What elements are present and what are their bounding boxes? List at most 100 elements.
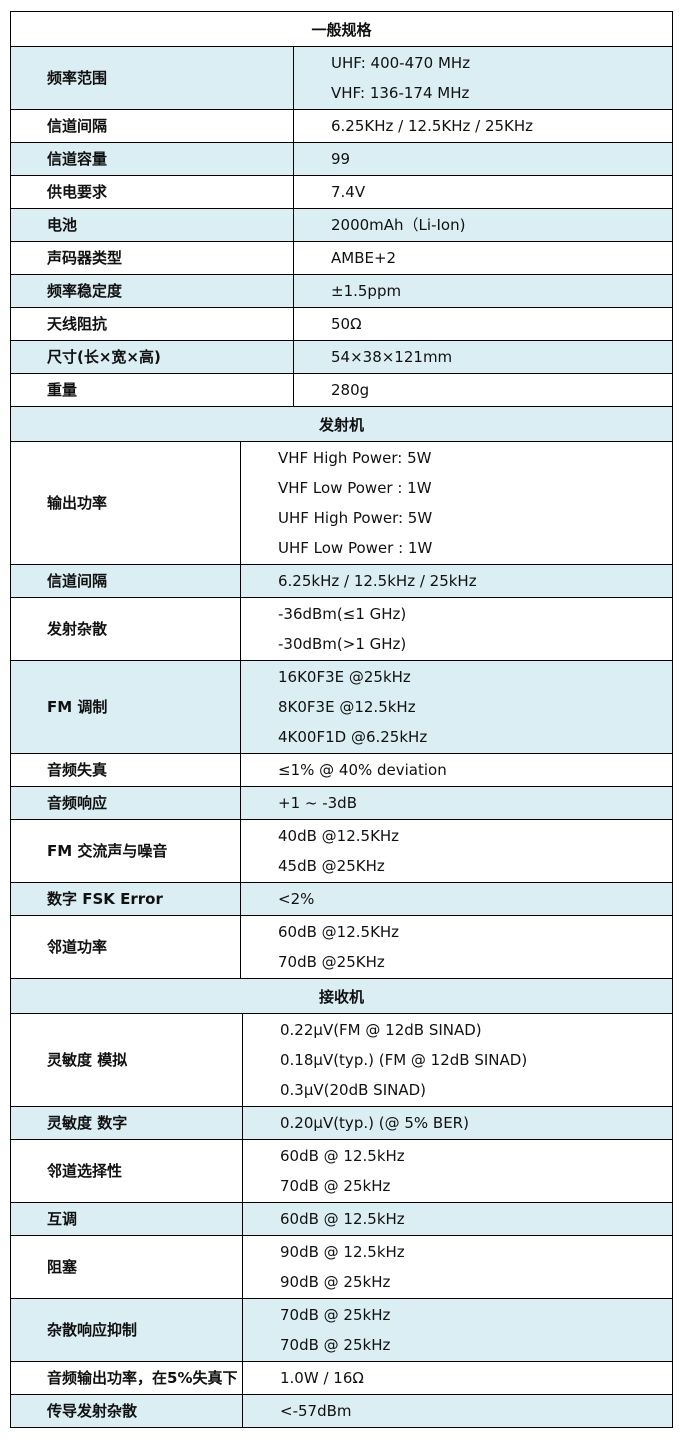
table-row: 频率范围 UHF: 400-470 MHz VHF: 136-174 MHz bbox=[10, 46, 673, 110]
spec-value-line: 45dB @25KHz bbox=[278, 857, 385, 875]
spec-value-line: 54×38×121mm bbox=[331, 348, 453, 366]
spec-value: 0.20μV(typ.) (@ 5% BER) bbox=[242, 1106, 673, 1140]
spec-value: 0.22μV(FM @ 12dB SINAD) 0.18μV(typ.) (FM … bbox=[242, 1013, 673, 1107]
spec-value-line: VHF: 136-174 MHz bbox=[331, 84, 470, 102]
table-row: 频率稳定度 ±1.5ppm bbox=[10, 274, 673, 308]
table-row: FM 调制 16K0F3E @25kHz 8K0F3E @12.5kHz 4K00F1… bbox=[10, 660, 673, 754]
spec-value: 7.4V bbox=[293, 175, 673, 209]
spec-value-line: +1 ~ -3dB bbox=[278, 794, 357, 812]
spec-value-line: 8K0F3E @12.5kHz bbox=[278, 698, 416, 716]
spec-label: 音频输出功率，在5%失真下 bbox=[10, 1361, 243, 1395]
spec-label: 信道间隔 bbox=[10, 109, 294, 143]
spec-value: 2000mAh（Li-Ion) bbox=[293, 208, 673, 242]
table-row: 互调 60dB @ 12.5kHz bbox=[10, 1202, 673, 1236]
spec-label: 信道容量 bbox=[10, 142, 294, 176]
section-header-row: 一般规格 bbox=[10, 11, 673, 47]
spec-label: 数字 FSK Error bbox=[10, 882, 241, 916]
spec-table-section: 一般规格 频率范围 UHF: 400-470 MHz VHF: 136-174 MHz… bbox=[10, 11, 673, 407]
spec-value-line: 0.22μV(FM @ 12dB SINAD) bbox=[280, 1021, 482, 1039]
table-row: 杂散响应抑制 70dB @ 25kHz 70dB @ 25kHz bbox=[10, 1298, 673, 1362]
spec-value-line: 2000mAh（Li-Ion) bbox=[331, 216, 466, 234]
table-row: 灵敏度 数字 0.20μV(typ.) (@ 5% BER) bbox=[10, 1106, 673, 1140]
spec-value-line: UHF Low Power : 1W bbox=[278, 539, 433, 557]
spec-value: 40dB @12.5KHz 45dB @25KHz bbox=[240, 819, 673, 883]
spec-value: 6.25kHz / 12.5kHz / 25kHz bbox=[240, 564, 673, 598]
table-row: FM 交流声与噪音 40dB @12.5KHz 45dB @25KHz bbox=[10, 819, 673, 883]
spec-value: 99 bbox=[293, 142, 673, 176]
spec-value-line: 0.18μV(typ.) (FM @ 12dB SINAD) bbox=[280, 1051, 528, 1069]
spec-label: 音频失真 bbox=[10, 753, 241, 787]
table-row: 邻道功率 60dB @12.5KHz 70dB @25KHz bbox=[10, 915, 673, 979]
spec-value-line: 280g bbox=[331, 381, 370, 399]
spec-label: 杂散响应抑制 bbox=[10, 1298, 243, 1362]
table-row: 重量 280g bbox=[10, 373, 673, 407]
spec-label: 音频响应 bbox=[10, 786, 241, 820]
spec-label: 声码器类型 bbox=[10, 241, 294, 275]
section-title: 发射机 bbox=[10, 406, 673, 442]
spec-label: 互调 bbox=[10, 1202, 243, 1236]
spec-value-line: VHF High Power: 5W bbox=[278, 449, 432, 467]
spec-value-line: 60dB @12.5KHz bbox=[278, 923, 400, 941]
spec-value-line: <2% bbox=[278, 890, 315, 908]
spec-value-line: 1.0W / 16Ω bbox=[280, 1369, 364, 1387]
spec-value-line: 7.4V bbox=[331, 183, 366, 201]
spec-label: 灵敏度 数字 bbox=[10, 1106, 243, 1140]
spec-value-line: 6.25KHz / 12.5KHz / 25KHz bbox=[331, 117, 534, 135]
spec-value-line: 90dB @ 12.5kHz bbox=[280, 1243, 405, 1261]
table-row: 邻道选择性 60dB @ 12.5kHz 70dB @ 25kHz bbox=[10, 1139, 673, 1203]
table-row: 供电要求 7.4V bbox=[10, 175, 673, 209]
table-row: 音频响应 +1 ~ -3dB bbox=[10, 786, 673, 820]
spec-value-line: <-57dBm bbox=[280, 1402, 352, 1420]
spec-value-line: AMBE+2 bbox=[331, 249, 397, 267]
table-row: 信道间隔 6.25KHz / 12.5KHz / 25KHz bbox=[10, 109, 673, 143]
spec-label: 尺寸(长×宽×高) bbox=[10, 340, 294, 374]
spec-value: 70dB @ 25kHz 70dB @ 25kHz bbox=[242, 1298, 673, 1362]
spec-value-line: 40dB @12.5KHz bbox=[278, 827, 400, 845]
spec-label: 天线阻抗 bbox=[10, 307, 294, 341]
spec-value: 60dB @ 12.5kHz bbox=[242, 1202, 673, 1236]
spec-value: <2% bbox=[240, 882, 673, 916]
spec-value: 90dB @ 12.5kHz 90dB @ 25kHz bbox=[242, 1235, 673, 1299]
table-row: 发射杂散 -36dBm(≤1 GHz) -30dBm(>1 GHz) bbox=[10, 597, 673, 661]
spec-value-line: 70dB @ 25kHz bbox=[280, 1306, 391, 1324]
spec-value-line: 60dB @ 12.5kHz bbox=[280, 1210, 405, 1228]
table-row: 传导发射杂散 <-57dBm bbox=[10, 1394, 673, 1428]
spec-value: VHF High Power: 5W VHF Low Power : 1W UHF … bbox=[240, 441, 673, 565]
spec-value: 1.0W / 16Ω bbox=[242, 1361, 673, 1395]
spec-value: <-57dBm bbox=[242, 1394, 673, 1428]
table-row: 电池 2000mAh（Li-Ion) bbox=[10, 208, 673, 242]
table-row: 阻塞 90dB @ 12.5kHz 90dB @ 25kHz bbox=[10, 1235, 673, 1299]
spec-value: 280g bbox=[293, 373, 673, 407]
spec-value: +1 ~ -3dB bbox=[240, 786, 673, 820]
table-row: 音频失真 ≤1% @ 40% deviation bbox=[10, 753, 673, 787]
spec-value-line: 50Ω bbox=[331, 315, 362, 333]
spec-label: 频率范围 bbox=[10, 46, 294, 110]
spec-value-line: 0.20μV(typ.) (@ 5% BER) bbox=[280, 1114, 469, 1132]
section-header-row: 发射机 bbox=[10, 406, 673, 442]
spec-value: 60dB @ 12.5kHz 70dB @ 25kHz bbox=[242, 1139, 673, 1203]
spec-label: 频率稳定度 bbox=[10, 274, 294, 308]
spec-value: 6.25KHz / 12.5KHz / 25KHz bbox=[293, 109, 673, 143]
spec-label: 邻道选择性 bbox=[10, 1139, 243, 1203]
spec-value-line: 6.25kHz / 12.5kHz / 25kHz bbox=[278, 572, 477, 590]
spec-label: 输出功率 bbox=[10, 441, 241, 565]
spec-value-line: VHF Low Power : 1W bbox=[278, 479, 432, 497]
spec-label: 灵敏度 模拟 bbox=[10, 1013, 243, 1107]
spec-label: 发射杂散 bbox=[10, 597, 241, 661]
spec-table-section: 发射机 输出功率 VHF High Power: 5W VHF Low Power :… bbox=[10, 406, 673, 979]
spec-label: 邻道功率 bbox=[10, 915, 241, 979]
section-title: 接收机 bbox=[10, 978, 673, 1014]
spec-value-line: 90dB @ 25kHz bbox=[280, 1273, 391, 1291]
table-row: 音频输出功率，在5%失真下 1.0W / 16Ω bbox=[10, 1361, 673, 1395]
spec-label: 信道间隔 bbox=[10, 564, 241, 598]
spec-value: AMBE+2 bbox=[293, 241, 673, 275]
table-row: 声码器类型 AMBE+2 bbox=[10, 241, 673, 275]
table-row: 天线阻抗 50Ω bbox=[10, 307, 673, 341]
spec-value-line: ±1.5ppm bbox=[331, 282, 402, 300]
spec-label: 重量 bbox=[10, 373, 294, 407]
spec-value-line: 4K00F1D @6.25kHz bbox=[278, 728, 428, 746]
table-row: 输出功率 VHF High Power: 5W VHF Low Power : 1W… bbox=[10, 441, 673, 565]
spec-value: UHF: 400-470 MHz VHF: 136-174 MHz bbox=[293, 46, 673, 110]
spec-value: -36dBm(≤1 GHz) -30dBm(>1 GHz) bbox=[240, 597, 673, 661]
spec-label: FM 交流声与噪音 bbox=[10, 819, 241, 883]
